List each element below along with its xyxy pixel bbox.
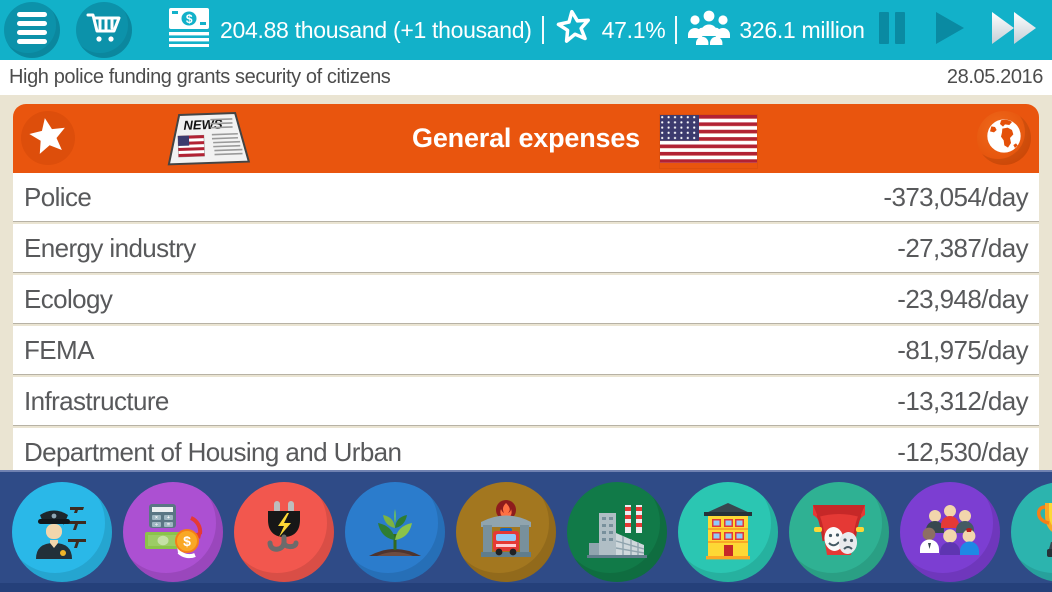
- category-toolbar: × + ÷ = $: [0, 470, 1052, 592]
- game-date: 28.05.2016: [946, 66, 1044, 88]
- energy-icon: [254, 499, 314, 566]
- pause-button[interactable]: [876, 10, 908, 51]
- expense-row-energy[interactable]: Energy industry -27,387/day: [13, 224, 1039, 273]
- newspaper-icon: NEWS: [163, 112, 253, 170]
- expense-value: -23,948/day: [897, 283, 1028, 314]
- fire-station-icon: [475, 498, 537, 567]
- money-value: 204.88 thousand (+1 thousand): [220, 16, 532, 43]
- newspaper-button[interactable]: NEWS: [163, 112, 253, 171]
- toolbar-population-button[interactable]: [900, 482, 1000, 582]
- toolbar-ecology-button[interactable]: [345, 482, 445, 582]
- expense-label: Department of Housing and Urban: [24, 436, 402, 467]
- favorite-button[interactable]: [21, 111, 75, 165]
- expense-value: -81,975/day: [897, 334, 1028, 365]
- svg-text:=: =: [167, 522, 170, 528]
- separator: [541, 16, 544, 44]
- toolbar-energy-button[interactable]: [234, 482, 334, 582]
- star-icon: [26, 115, 70, 162]
- theater-masks-icon: [808, 499, 870, 566]
- expense-label: Energy industry: [24, 232, 196, 263]
- panel-header: NEWS General expe: [13, 104, 1039, 173]
- shopping-cart-icon: [86, 11, 122, 50]
- panel-title: General expenses: [412, 123, 640, 153]
- people-group-icon: [919, 500, 981, 565]
- approval-stat: 47.1%: [554, 8, 666, 52]
- svg-text:÷: ÷: [155, 522, 158, 528]
- expense-label: Ecology: [24, 283, 113, 314]
- expense-label: FEMA: [24, 334, 94, 365]
- game-speed-controls: [876, 10, 1052, 51]
- expense-row-police[interactable]: Police -373,054/day: [13, 173, 1039, 222]
- population-icon: [687, 9, 731, 51]
- money-icon: $: [166, 7, 212, 53]
- star-rating-icon: [554, 8, 594, 52]
- population-stat: 326.1 million: [687, 9, 865, 51]
- expense-value: -12,530/day: [897, 436, 1028, 467]
- expense-row-infrastructure[interactable]: Infrastructure -13,312/day: [13, 377, 1039, 426]
- toolbar-industry-button[interactable]: [567, 482, 667, 582]
- fast-forward-icon: [990, 10, 1038, 51]
- play-button[interactable]: [932, 10, 966, 51]
- toolbar-culture-button[interactable]: [789, 482, 889, 582]
- play-icon: [932, 10, 966, 51]
- ecology-icon: [363, 500, 427, 565]
- news-headline: High police funding grants security of c…: [9, 66, 391, 88]
- hamburger-icon: [15, 10, 49, 51]
- svg-text:$: $: [183, 533, 191, 549]
- expense-row-housing-dept[interactable]: Department of Housing and Urban -12,530/…: [13, 428, 1039, 470]
- approval-value: 47.1%: [601, 16, 666, 43]
- expenses-table: Police -373,054/day Energy industry -27,…: [13, 173, 1039, 470]
- top-status-bar: $ 204.88 thousand (+1 thousand) 47.1%: [0, 0, 1052, 60]
- menu-button[interactable]: [4, 2, 60, 58]
- expense-label: Infrastructure: [24, 385, 169, 416]
- svg-text:×: ×: [155, 515, 158, 521]
- budget-icon: × + ÷ = $: [141, 500, 205, 565]
- trophy-icon: [1031, 499, 1052, 566]
- general-expenses-panel: NEWS General expe: [13, 104, 1039, 470]
- svg-text:+: +: [167, 515, 170, 521]
- toolbar-housing-button[interactable]: [678, 482, 778, 582]
- news-label: NEWS: [183, 116, 223, 132]
- expense-row-ecology[interactable]: Ecology -23,948/day: [13, 275, 1039, 324]
- expense-row-fema[interactable]: FEMA -81,975/day: [13, 326, 1039, 375]
- expense-label: Police: [24, 181, 92, 212]
- toolbar-police-button[interactable]: [12, 482, 112, 582]
- usa-flag-icon: [660, 115, 757, 168]
- factory-icon: [585, 499, 649, 566]
- pause-icon: [876, 10, 908, 51]
- building-icon: [698, 499, 758, 566]
- police-icon: [29, 499, 95, 566]
- population-value: 326.1 million: [739, 16, 865, 43]
- toolbar-budget-button[interactable]: × + ÷ = $: [123, 482, 223, 582]
- fast-forward-button[interactable]: [990, 10, 1038, 51]
- world-button[interactable]: [977, 111, 1031, 165]
- toolbar-achievements-button[interactable]: [1011, 482, 1052, 582]
- expense-value: -13,312/day: [897, 385, 1028, 416]
- money-stat: $ 204.88 thousand (+1 thousand): [166, 7, 532, 53]
- expense-value: -373,054/day: [883, 181, 1028, 212]
- shop-button[interactable]: [76, 2, 132, 58]
- globe-icon: [984, 116, 1024, 161]
- svg-text:$: $: [186, 12, 193, 26]
- news-ticker-bar: High police funding grants security of c…: [0, 60, 1052, 95]
- expense-value: -27,387/day: [897, 232, 1028, 263]
- separator: [675, 16, 678, 44]
- toolbar-emergency-button[interactable]: [456, 482, 556, 582]
